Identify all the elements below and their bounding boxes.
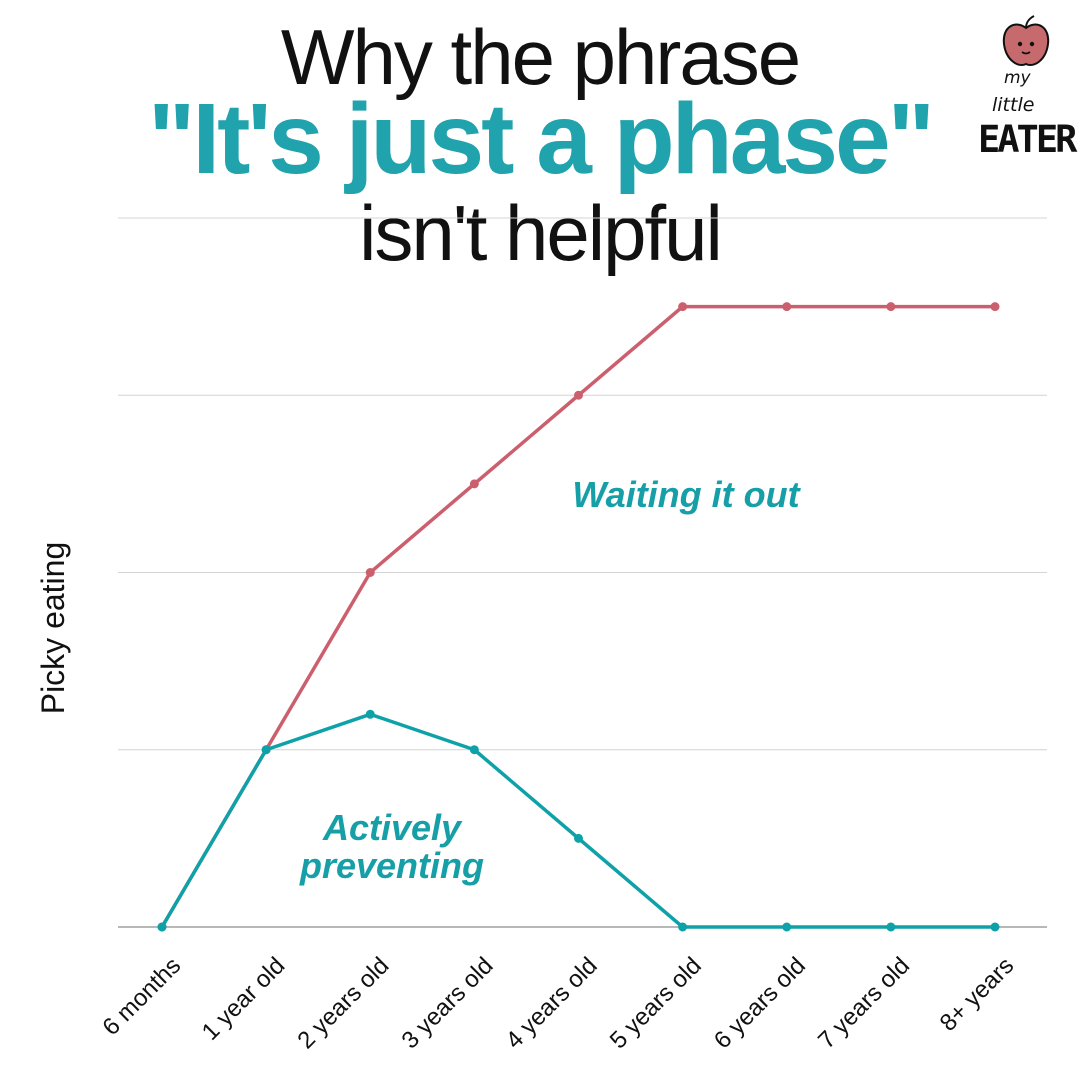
x-tick-label: 6 months: [97, 952, 186, 1041]
data-point: [782, 922, 792, 932]
title-line-3: isn't helpful: [359, 189, 723, 277]
apple-face-icon: [1002, 15, 1050, 66]
x-tick-label: 8+ years: [935, 952, 1020, 1037]
series-group: [157, 302, 1000, 932]
logo-word-my: my: [1004, 68, 1031, 88]
annotation-preventing: preventing: [299, 845, 484, 886]
gridlines: [118, 217, 1047, 751]
data-point: [469, 479, 479, 489]
x-tick-label: 6 years old: [709, 952, 811, 1054]
x-tick-label: 3 years old: [397, 952, 499, 1054]
data-point: [678, 302, 688, 312]
data-point: [990, 922, 1000, 932]
title-line-1: Why the phrase: [280, 13, 801, 101]
series-line-actively-preventing: [160, 712, 995, 929]
x-tick-label: 1 year old: [197, 952, 291, 1046]
data-point: [886, 302, 896, 312]
data-point: [157, 922, 167, 932]
data-point: [365, 568, 375, 577]
data-point: [782, 302, 792, 312]
annotation-actively: Actively: [322, 807, 463, 848]
x-tick-label: 2 years old: [292, 952, 394, 1054]
annotation-waiting-it-out: Waiting it out: [572, 474, 801, 515]
x-tick-label: 5 years old: [605, 952, 707, 1054]
data-point: [574, 833, 583, 843]
logo-word-eater: EATER: [978, 118, 1077, 161]
data-point: [365, 709, 375, 719]
y-axis-label: Picky eating: [35, 542, 71, 715]
data-point: [574, 390, 583, 400]
brand-logo: my little EATER: [968, 14, 1078, 164]
data-point: [678, 922, 688, 932]
data-point: [261, 745, 271, 755]
title-line-2: "It's just a phase": [147, 83, 935, 195]
x-tick-labels: 6 months 1 year old 2 years old 3 years old…: [97, 952, 1019, 1054]
data-point: [990, 302, 1000, 312]
data-point: [886, 922, 896, 932]
x-tick-label: 4 years old: [501, 952, 603, 1054]
logo-word-little: little: [992, 94, 1035, 116]
x-tick-label: 7 years old: [813, 952, 915, 1054]
data-point: [469, 745, 479, 755]
